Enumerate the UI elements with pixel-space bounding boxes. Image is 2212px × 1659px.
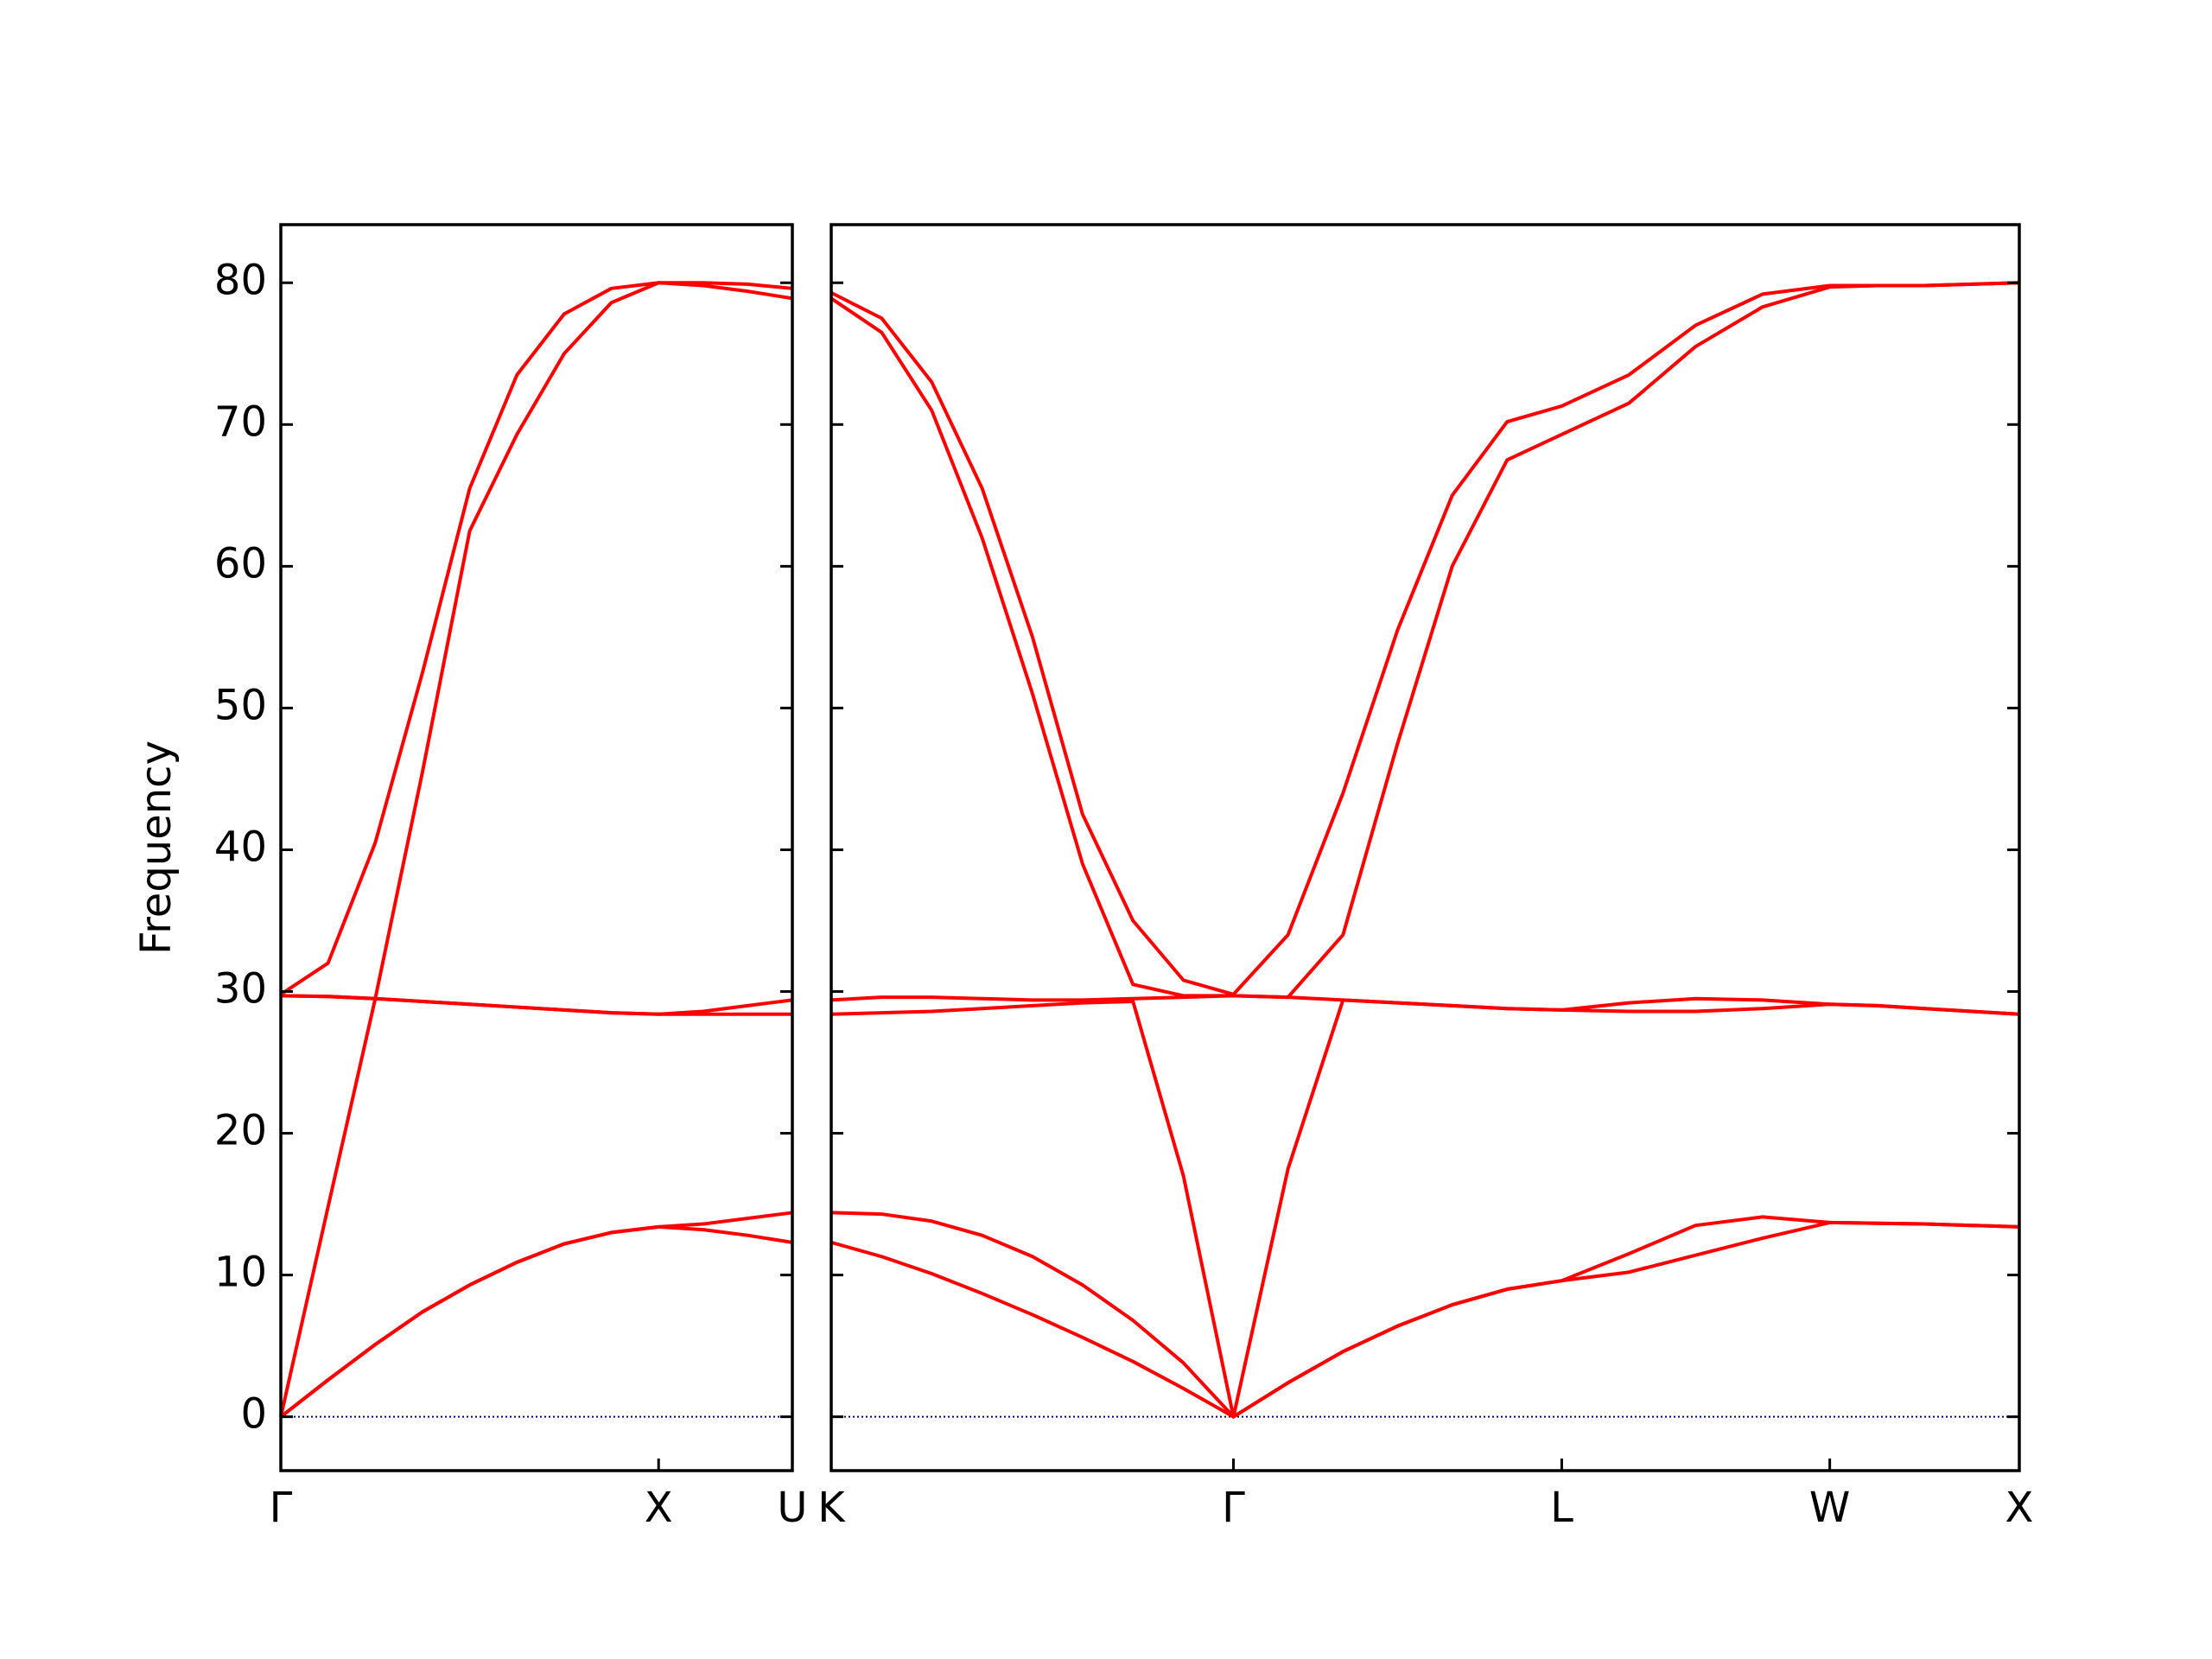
band-line (279, 281, 793, 996)
x-tick-label: W (1809, 1484, 1850, 1532)
y-tick-label: 20 (214, 1107, 267, 1155)
band-line (830, 994, 2020, 1016)
y-tick-label: 60 (214, 539, 267, 588)
x-tick-label: Γ (270, 1484, 293, 1532)
y-tick-label: 40 (214, 823, 267, 871)
band-line (830, 281, 2020, 1000)
band-line (279, 1224, 793, 1419)
x-tick-label: X (2005, 1484, 2034, 1532)
y-tick-label: 10 (214, 1249, 267, 1297)
x-tick-label: Γ (1222, 1484, 1245, 1532)
y-tick-label: 50 (214, 681, 267, 729)
x-tick-label: K (817, 1484, 846, 1532)
y-axis-label: Frequency (132, 741, 181, 955)
x-tick-label: L (1550, 1484, 1573, 1532)
y-tick-label: 30 (214, 965, 267, 1014)
band-line (830, 1211, 2020, 1419)
x-tick-label: X (645, 1484, 673, 1532)
y-tick-label: 80 (214, 256, 267, 304)
y-tick-label: 70 (214, 397, 267, 446)
band-line (830, 1220, 2020, 1419)
band-line (279, 281, 793, 1418)
band-line (830, 998, 2020, 1419)
y-tick-label: 0 (240, 1390, 267, 1439)
band-line (279, 1211, 793, 1419)
band-line (280, 994, 792, 1016)
x-tick-label: U (777, 1484, 807, 1532)
plot-frame (830, 223, 2021, 1472)
plot-frame (279, 223, 794, 1472)
band-line (830, 281, 2020, 996)
